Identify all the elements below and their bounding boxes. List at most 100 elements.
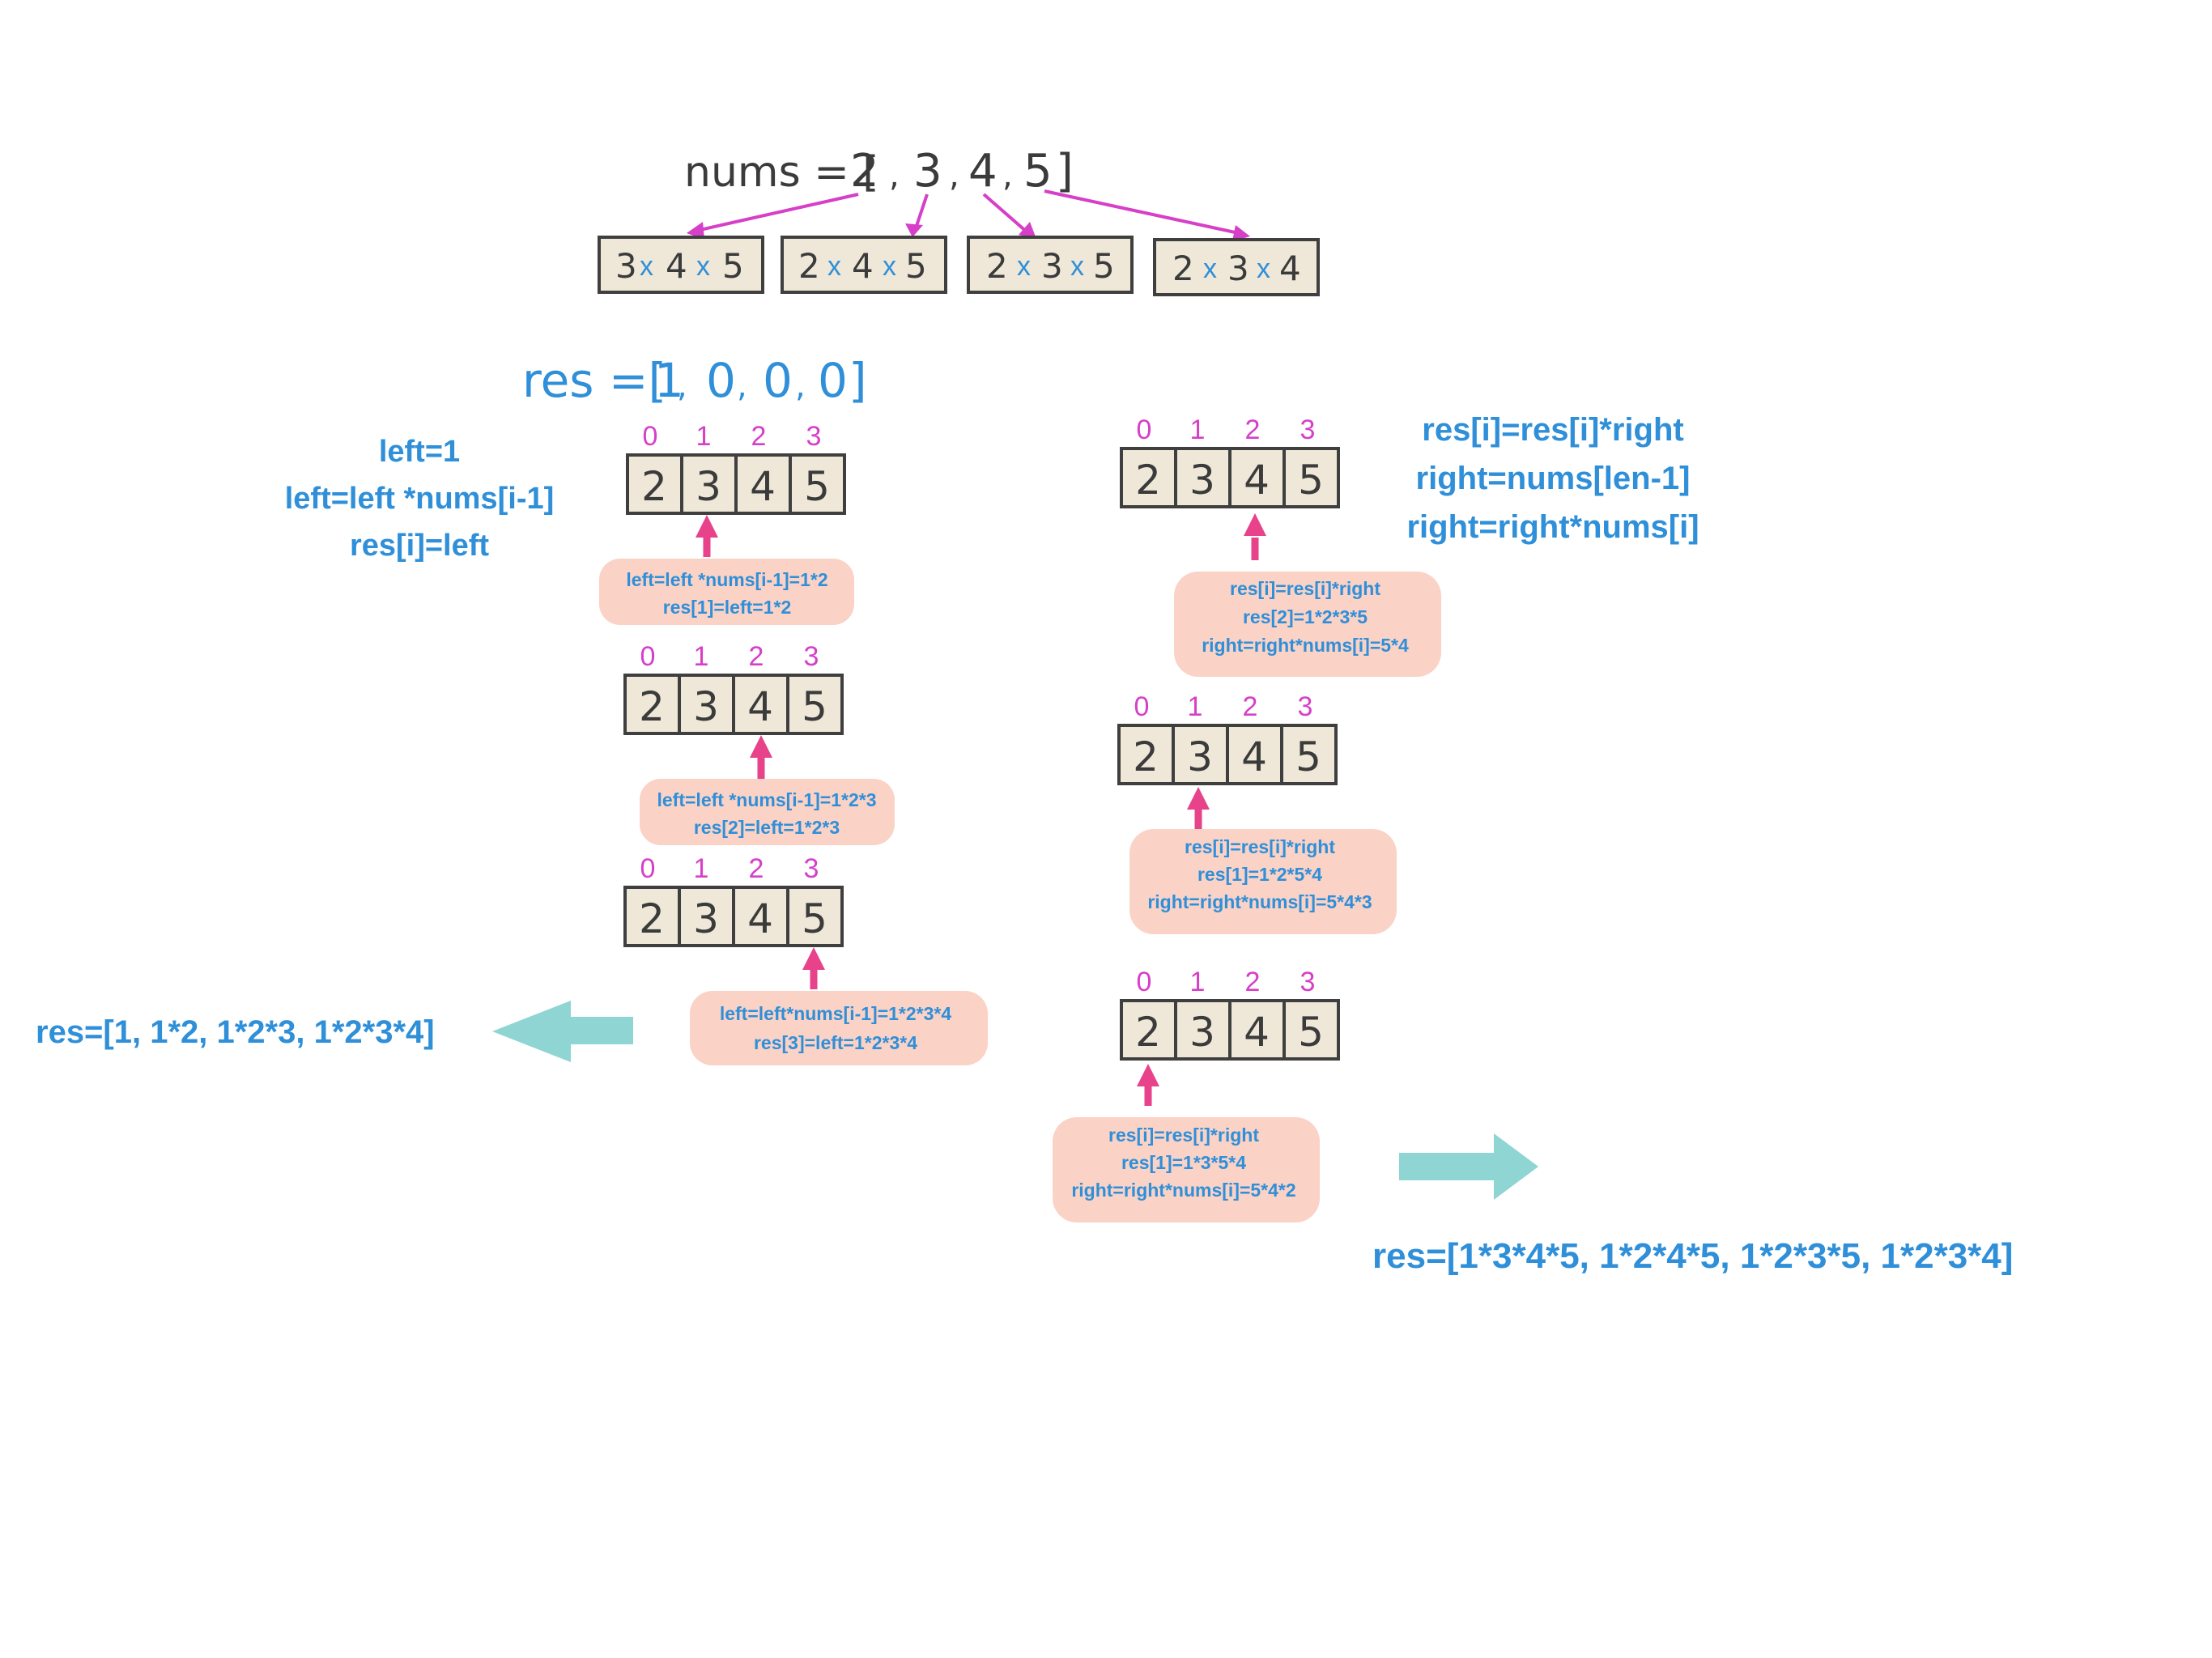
- right-step-bubble: res[i]=res[i]*right res[2]=1*2*3*5 right…: [1174, 572, 1441, 677]
- svg-text:,: ,: [889, 157, 900, 194]
- array-cell: 2: [1135, 457, 1161, 504]
- array-index: 1: [696, 421, 712, 452]
- svg-text:res[1]=1*2*5*4: res[1]=1*2*5*4: [1197, 864, 1322, 885]
- array-cell: 3: [1189, 457, 1215, 504]
- svg-text:x: x: [640, 251, 653, 282]
- svg-text:4: 4: [666, 246, 687, 286]
- array-cell: 3: [693, 683, 719, 730]
- svg-text:res[2]=left=1*2*3: res[2]=left=1*2*3: [694, 817, 840, 838]
- svg-text:,: ,: [1002, 157, 1013, 194]
- svg-text:res[i]=res[i]*right: res[i]=res[i]*right: [1108, 1124, 1259, 1146]
- svg-text:x: x: [696, 251, 710, 282]
- svg-text:res[i]=res[i]*right: res[i]=res[i]*right: [1185, 836, 1335, 857]
- array-index: 0: [643, 421, 658, 452]
- array-index: 0: [640, 853, 656, 884]
- svg-text:0: 0: [763, 353, 793, 408]
- array-index: 2: [1243, 691, 1258, 722]
- up-arrow-icon: [1187, 787, 1210, 829]
- product-box: 2 x 4 x 5: [781, 236, 947, 294]
- svg-text:right=right*nums[i]=5*4*2: right=right*nums[i]=5*4*2: [1071, 1180, 1295, 1201]
- svg-text:x: x: [1203, 253, 1217, 284]
- array-index: 0: [1137, 414, 1152, 445]
- left-rule: res[i]=left: [350, 529, 489, 563]
- array-index: 3: [1298, 691, 1313, 722]
- array-cell: 5: [1298, 457, 1324, 504]
- array-block: 0 1 2 3 2 3 4 5: [1120, 967, 1340, 1061]
- right-arrow-icon: [1399, 1133, 1538, 1200]
- array-block: 0 1 2 3 2 3 4 5: [1117, 691, 1338, 785]
- array-cell: 5: [1295, 733, 1321, 780]
- left-step-bubble: left=left *nums[i-1]=1*2*3 res[2]=left=1…: [640, 779, 895, 845]
- left-arrow-icon: [492, 1001, 633, 1062]
- svg-text:,: ,: [677, 368, 687, 405]
- product-box: 3 x 4 x 5: [598, 236, 764, 294]
- array-index: 1: [1190, 414, 1206, 445]
- array-index: 3: [1300, 414, 1316, 445]
- svg-text:right=right*nums[i]=5*4*3: right=right*nums[i]=5*4*3: [1147, 891, 1372, 912]
- array-index: 2: [1245, 414, 1261, 445]
- product-box: 2 x 3 x 4: [1153, 238, 1320, 296]
- array-index: 0: [640, 641, 656, 672]
- right-step-bubble: res[i]=res[i]*right res[1]=1*3*5*4 right…: [1053, 1117, 1320, 1222]
- svg-text:,: ,: [949, 157, 959, 194]
- svg-text:res[1]=left=1*2: res[1]=left=1*2: [663, 597, 792, 618]
- array-cell: 5: [1298, 1009, 1324, 1056]
- array-index: 1: [1190, 967, 1206, 997]
- svg-text:,: ,: [737, 368, 747, 405]
- right-step-bubble: res[i]=res[i]*right res[1]=1*2*5*4 right…: [1129, 829, 1397, 934]
- array-cell: 3: [1189, 1009, 1215, 1056]
- left-step-bubble: left=left *nums[i-1]=1*2 res[1]=left=1*2: [599, 559, 854, 625]
- array-index: 2: [749, 853, 764, 884]
- up-arrow-icon: [750, 735, 772, 779]
- array-cell: 3: [1187, 733, 1213, 780]
- res-init-label: res =[: [522, 353, 666, 408]
- res-init: res =[ 1 , 0 , 0 , 0 ]: [522, 353, 867, 408]
- nums-value-1: 3: [913, 145, 942, 198]
- array-cell: 2: [639, 895, 665, 942]
- array-cell: 2: [641, 463, 667, 510]
- array-cell: 4: [1241, 733, 1267, 780]
- array-cell: 3: [693, 895, 719, 942]
- nums-value-3: 5: [1023, 145, 1053, 198]
- array-block: 0 1 2 3 2 3 4 5: [626, 421, 846, 515]
- svg-text:res[2]=1*2*3*5: res[2]=1*2*3*5: [1243, 606, 1368, 627]
- array-index: 0: [1134, 691, 1150, 722]
- svg-text:x: x: [1017, 251, 1031, 282]
- array-cell: 4: [747, 895, 773, 942]
- up-arrow-icon: [696, 515, 718, 557]
- array-cell: 5: [804, 463, 830, 510]
- svg-text:4: 4: [1279, 249, 1301, 288]
- svg-text:5: 5: [1093, 246, 1115, 286]
- right-rule: right=right*nums[i]: [1406, 509, 1699, 545]
- array-cell: 2: [1135, 1009, 1161, 1056]
- array-cell: 5: [802, 895, 827, 942]
- array-cell: 4: [1244, 1009, 1270, 1056]
- array-block: 0 1 2 3 2 3 4 5: [623, 853, 844, 947]
- svg-text:2: 2: [1172, 249, 1194, 288]
- svg-text:3: 3: [615, 246, 637, 286]
- array-cell: 3: [696, 463, 721, 510]
- svg-text:right=right*nums[i]=5*4: right=right*nums[i]=5*4: [1202, 635, 1409, 656]
- nums-value-0: 2: [850, 145, 879, 198]
- array-block: 0 1 2 3 2 3 4 5: [623, 641, 844, 735]
- array-cell: 5: [802, 683, 827, 730]
- nums-label: nums = [: [684, 148, 879, 197]
- svg-text:res[i]=res[i]*right: res[i]=res[i]*right: [1230, 578, 1380, 599]
- array-index: 0: [1137, 967, 1152, 997]
- array-cell: 2: [639, 683, 665, 730]
- array-index: 3: [804, 641, 819, 672]
- product-arrows: [687, 189, 1250, 241]
- svg-text:left=left *nums[i-1]=1*2*3: left=left *nums[i-1]=1*2*3: [657, 789, 877, 810]
- array-index: 1: [1188, 691, 1203, 722]
- right-rules: res[i]=res[i]*right right=nums[len-1] ri…: [1406, 412, 1699, 545]
- svg-text:]: ]: [849, 353, 867, 408]
- svg-text:3: 3: [1227, 249, 1249, 288]
- svg-text:x: x: [827, 251, 841, 282]
- svg-text:res[3]=left=1*2*3*4: res[3]=left=1*2*3*4: [754, 1032, 917, 1053]
- left-rule: left=1: [379, 435, 460, 469]
- svg-text:4: 4: [852, 246, 874, 286]
- right-rule: right=nums[len-1]: [1416, 461, 1691, 496]
- array-cell: 2: [1133, 733, 1159, 780]
- array-index: 1: [694, 853, 709, 884]
